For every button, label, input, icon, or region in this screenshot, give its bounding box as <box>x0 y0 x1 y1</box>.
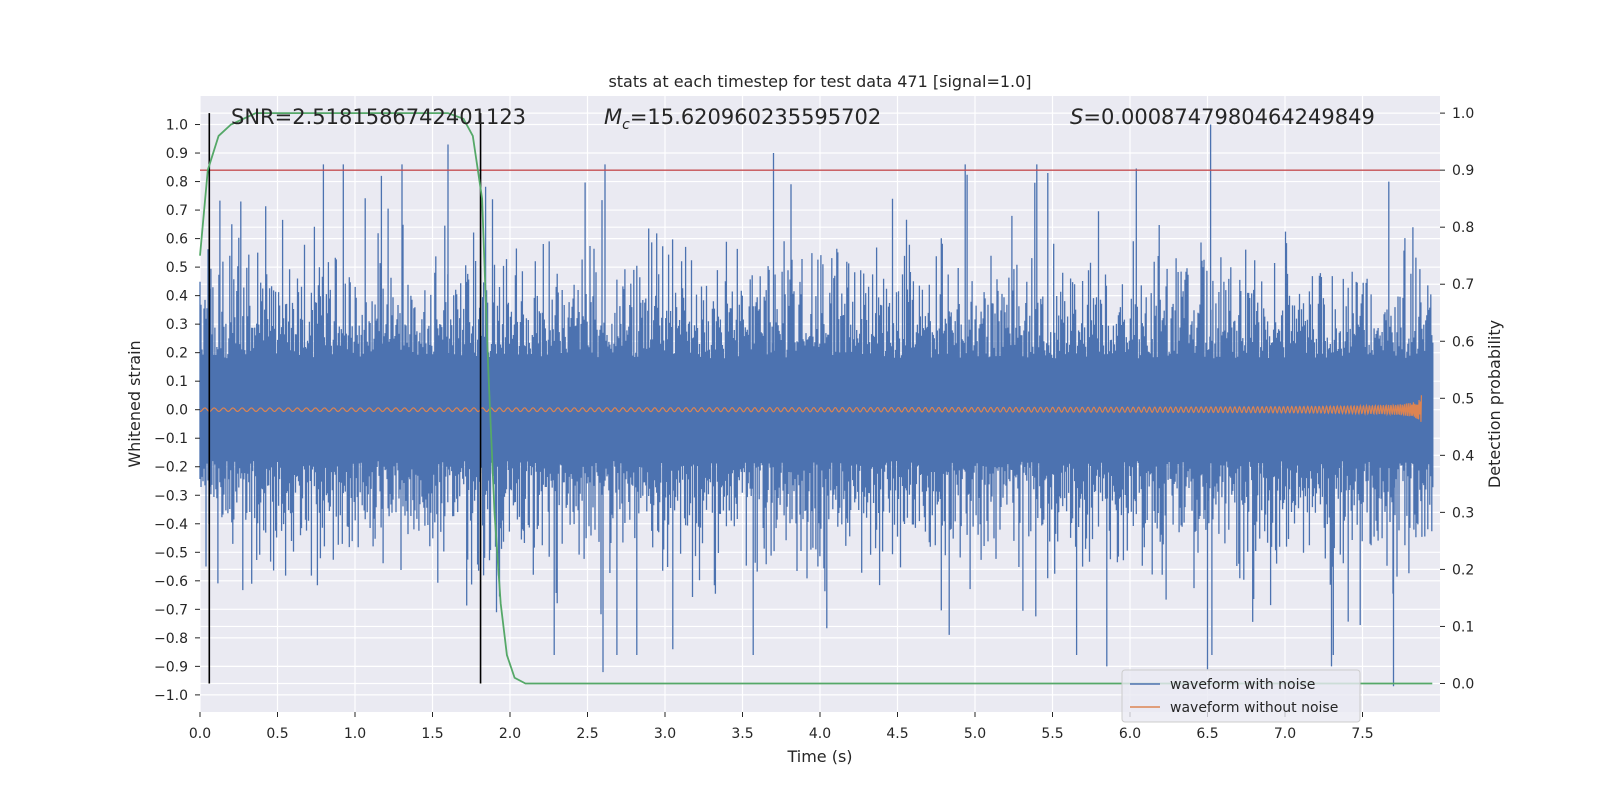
left-y-tick-label: 1.0 <box>166 118 188 134</box>
x-tick-label: 7.0 <box>1274 726 1296 742</box>
legend-label-noisy: waveform with noise <box>1170 677 1315 693</box>
noisy-waveform-path <box>199 124 1434 687</box>
x-tick-label: 3.5 <box>731 726 753 742</box>
left-y-tick-label: −0.4 <box>154 517 188 533</box>
legend-box <box>1121 669 1361 723</box>
right-y-tick-label: 0.6 <box>1452 334 1474 350</box>
chirp-mass-symbol: M <box>604 105 622 129</box>
left-y-tick-label: 0.0 <box>166 403 188 419</box>
right-y-tick-label: 1.0 <box>1452 106 1474 122</box>
chirp-mass-annotation: Mc=15.620960235595702 <box>604 105 881 133</box>
legend: waveform with noise waveform without noi… <box>1121 669 1361 723</box>
left-y-tick-label: 0.9 <box>166 146 188 162</box>
left-y-tick-label: −1.0 <box>154 688 188 704</box>
left-y-tick-label: 0.6 <box>166 232 188 248</box>
clean-waveform-path <box>199 395 1422 422</box>
left-y-tick-label: 0.1 <box>166 374 188 390</box>
left-y-tick-label: −0.8 <box>154 631 188 647</box>
x-tick-label: 7.5 <box>1351 726 1373 742</box>
right-y-tick-label: 0.3 <box>1452 505 1474 521</box>
x-tick-label: 5.5 <box>1041 726 1063 742</box>
x-tick-label: 6.5 <box>1196 726 1218 742</box>
right-y-tick-label: 0.7 <box>1452 277 1474 293</box>
left-y-tick-label: −0.2 <box>154 460 188 476</box>
left-y-tick-label: 0.7 <box>166 203 188 219</box>
snr-annotation: SNR=2.5181586742401123 <box>231 105 526 129</box>
left-y-tick-label: −0.6 <box>154 574 188 590</box>
chirp-mass-value: =15.620960235595702 <box>630 105 881 129</box>
overlay-lines <box>199 112 1440 685</box>
x-tick-label: 2.5 <box>576 726 598 742</box>
left-y-tick-label: −0.9 <box>154 659 188 675</box>
noisy-waveform-series <box>199 124 1434 687</box>
x-tick-label: 4.5 <box>886 726 908 742</box>
clean-waveform-series <box>199 395 1422 422</box>
right-y-tick-label: 0.5 <box>1452 391 1474 407</box>
left-y-tick-label: −0.7 <box>154 602 188 618</box>
x-axis-ticks: 0.0 0.5 1.0 1.5 2.0 2.5 3.0 3.5 4.0 4.5 5.0 5.5 6.0 6… <box>189 712 1374 742</box>
legend-label-clean: waveform without noise <box>1170 700 1338 716</box>
right-y-tick-label: 0.4 <box>1452 448 1474 464</box>
x-tick-label: 1.5 <box>421 726 443 742</box>
left-y-axis-ticks: −1.0 −0.9 −0.8 −0.7 −0.6 −0.5 −0.4 −0.3 −0.2 −0.1… <box>154 118 200 704</box>
x-tick-label: 2.0 <box>499 726 521 742</box>
chirp-mass-subscript: c <box>622 117 630 133</box>
right-y-axis-ticks: 0.0 0.1 0.2 0.3 0.4 0.5 0.6 0.7 0.8 0.9 1.0 <box>1440 106 1474 692</box>
left-y-tick-label: 0.3 <box>166 317 188 333</box>
x-tick-label: 3.0 <box>654 726 676 742</box>
left-y-tick-label: 0.5 <box>166 260 188 276</box>
left-y-axis-label: Whitened strain <box>125 340 144 467</box>
x-tick-label: 6.0 <box>1119 726 1141 742</box>
right-y-tick-label: 0.0 <box>1452 676 1474 692</box>
right-y-tick-label: 0.2 <box>1452 562 1474 578</box>
chart-title: stats at each timestep for test data 471… <box>608 72 1031 91</box>
right-y-tick-label: 0.9 <box>1452 163 1474 179</box>
left-y-tick-label: −0.5 <box>154 545 188 561</box>
s-symbol: S <box>1070 105 1083 129</box>
left-y-tick-label: 0.4 <box>166 289 188 305</box>
left-y-tick-label: −0.1 <box>154 431 188 447</box>
x-tick-label: 0.0 <box>189 726 211 742</box>
right-y-tick-label: 0.1 <box>1452 619 1474 635</box>
x-axis-label: Time (s) <box>786 747 852 766</box>
s-value: =0.0008747980464249849 <box>1083 105 1375 129</box>
s-annotation: S=0.0008747980464249849 <box>1070 105 1375 129</box>
left-y-tick-label: −0.3 <box>154 488 188 504</box>
x-tick-label: 0.5 <box>266 726 288 742</box>
right-y-tick-label: 0.8 <box>1452 220 1474 236</box>
left-y-tick-label: 0.8 <box>166 175 188 191</box>
x-tick-label: 4.0 <box>809 726 831 742</box>
right-y-axis-label: Detection probability <box>1485 320 1504 488</box>
x-tick-label: 1.0 <box>344 726 366 742</box>
x-tick-label: 5.0 <box>964 726 986 742</box>
detection-probability-curve <box>199 112 1433 685</box>
left-y-tick-label: 0.2 <box>166 346 188 362</box>
